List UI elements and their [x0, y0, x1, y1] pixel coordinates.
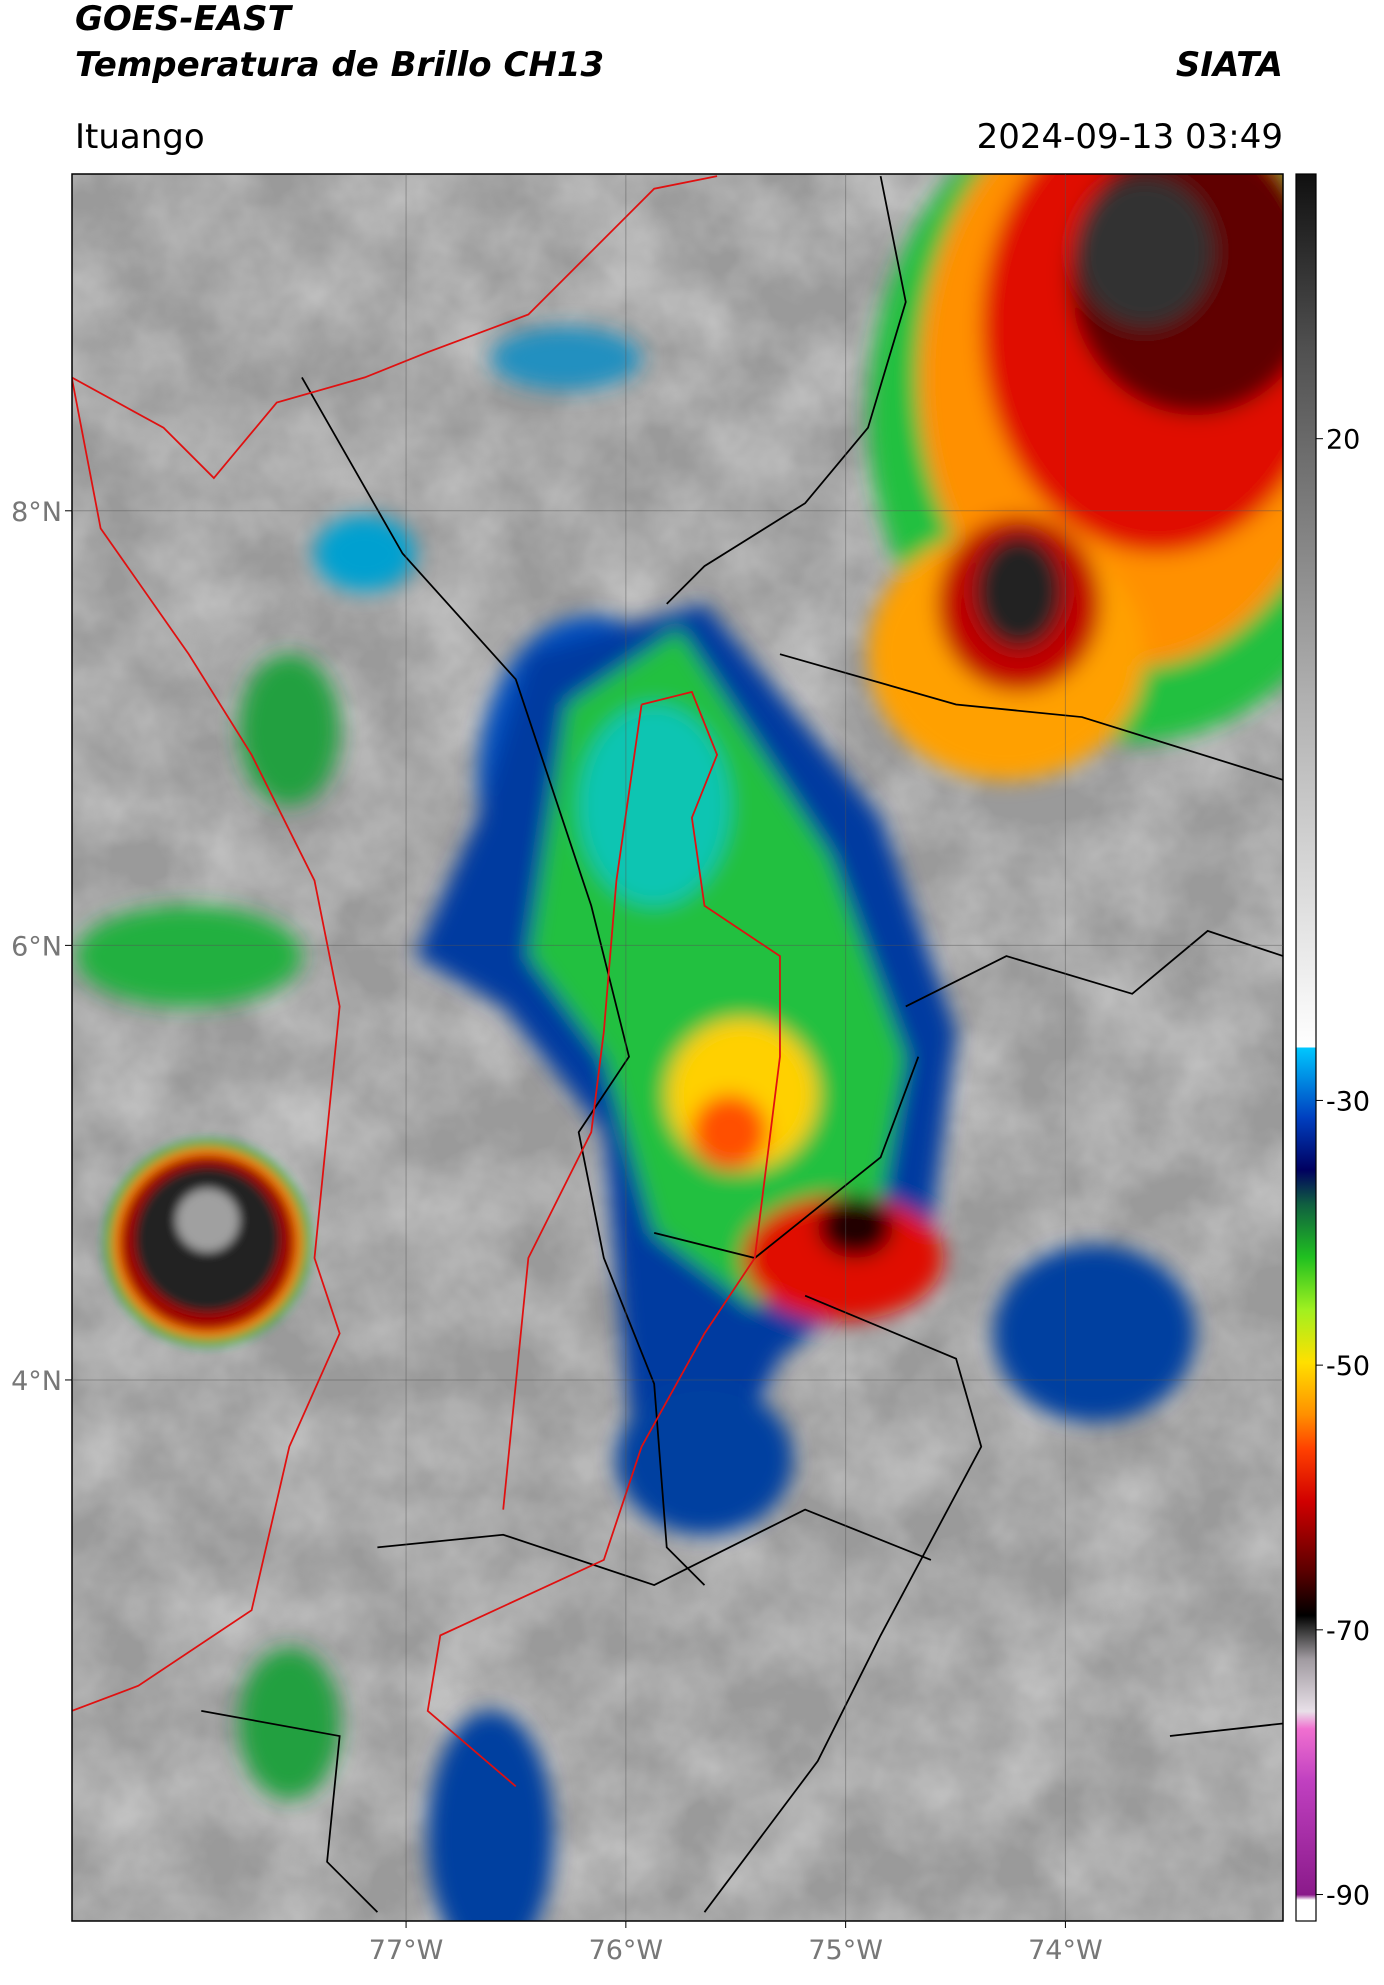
title: GOES-EAST	[75, 0, 294, 39]
lat-tick-label: 6°N	[11, 931, 62, 962]
lon-tick-label: 75°W	[808, 1935, 883, 1966]
source: SIATA	[1176, 45, 1283, 85]
location: Ituango	[75, 117, 205, 157]
colorbar-tick-label: -70	[1326, 1616, 1370, 1647]
lat-tick-label: 8°N	[11, 497, 62, 528]
lon-tick-label: 76°W	[589, 1935, 664, 1966]
colorbar-tick-label: 20	[1326, 425, 1360, 456]
lon-tick-label: 74°W	[1028, 1935, 1103, 1966]
map-frame	[71, 173, 1284, 1922]
lat-tick-label: 4°N	[11, 1366, 62, 1397]
subtitle: Temperatura de Brillo CH13	[75, 45, 604, 85]
colorbar-tick-label: -50	[1326, 1351, 1370, 1382]
map-image	[72, 174, 1283, 1921]
datetime: 2024-09-13 03:49	[977, 117, 1283, 157]
colorbar	[1295, 173, 1317, 1922]
lon-tick-label: 77°W	[369, 1935, 444, 1966]
colorbar-tick-label: -30	[1326, 1086, 1370, 1117]
colorbar-tick-label: -90	[1326, 1881, 1370, 1912]
